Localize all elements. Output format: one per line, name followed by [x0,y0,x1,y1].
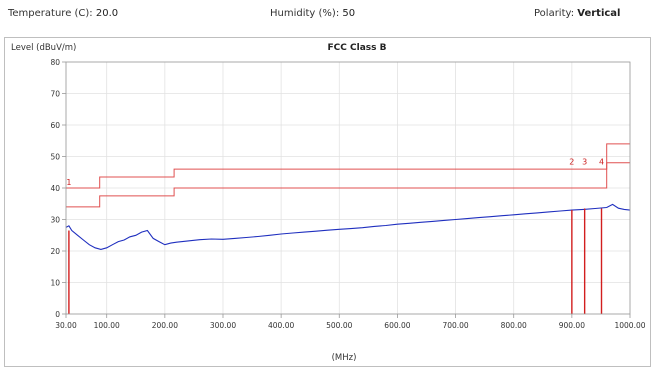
marker-label-3: 3 [582,157,587,166]
axis-layer: 0 10 20 30 40 50 60 70 80 30.00 100.00 200.00 300.00… [50,58,645,330]
marker-label-4: 4 [599,157,604,166]
limit-line-2 [66,162,630,208]
measurement-trace [65,203,631,250]
x-tick-label: 100.00 [94,321,120,330]
temperature-value: 20.0 [95,8,119,19]
humidity-readout: Humidity (%): 50 [270,8,355,19]
x-tick-label: 30.00 [55,321,77,330]
polarity-readout: Polarity: Vertical [534,8,620,19]
marker-label-1: 1 [66,178,71,187]
y-tick-label: 30 [50,216,60,225]
polarity-label: Polarity: [534,8,575,19]
x-tick-label: 800.00 [501,321,527,330]
x-tick-label: 700.00 [442,321,468,330]
y-tick-label: 40 [50,184,60,193]
x-tick-label: 400.00 [268,321,294,330]
temperature-readout: Temperature (C): 20.0 [8,8,118,19]
y-tick-label: 80 [50,58,60,67]
y-tick-label: 20 [50,247,60,256]
x-tick-label: 300.00 [210,321,236,330]
measurement-trace-layer [65,203,631,250]
y-tick-label: 10 [50,279,60,288]
x-tick-label: 900.00 [559,321,585,330]
limit-lines [66,143,630,208]
y-tick-label: 70 [50,90,60,99]
chart-title: FCC Class B [328,43,387,53]
humidity-value: 50 [342,8,356,19]
temperature-label: Temperature (C): [8,8,93,19]
x-axis-unit: (MHz) [332,353,357,363]
x-tick-label: 600.00 [384,321,410,330]
y-tick-label: 60 [50,121,60,130]
limit-line-1 [66,143,630,189]
y-tick-label: 0 [55,310,60,319]
y-tick-label: 50 [50,153,60,162]
humidity-label: Humidity (%): [270,8,340,19]
polarity-value: Vertical [577,8,621,19]
plot-frame [65,61,631,315]
marker-layer: 1 2 3 4 [66,157,604,314]
emission-chart: 1 2 3 4 0 10 20 30 40 50 60 70 80 30.00 100.00 200.00 3… [11,43,646,363]
marker-label-2: 2 [569,157,574,166]
y-axis-label: Level (dBuV/m) [11,43,76,53]
x-tick-label: 200.00 [152,321,178,330]
x-tick-label: 500.00 [326,321,352,330]
x-tick-label: 1000.00 [614,321,645,330]
